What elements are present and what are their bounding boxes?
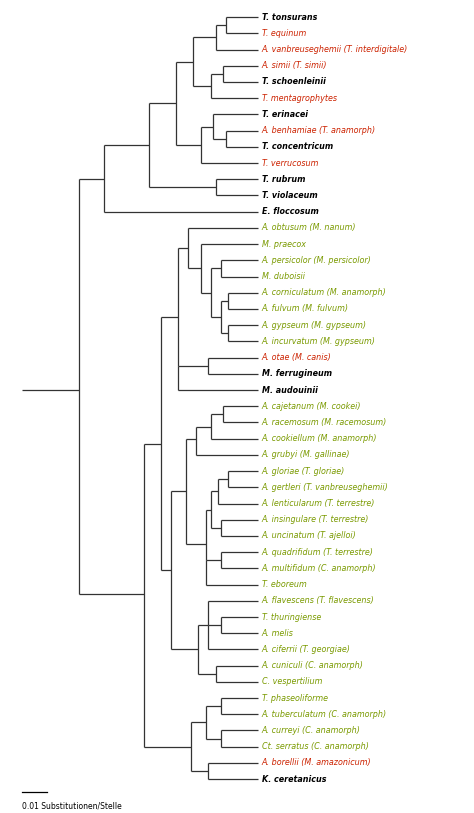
Text: A. simii (T. simii): A. simii (T. simii)	[262, 61, 328, 70]
Text: M. ferrugineum: M. ferrugineum	[262, 369, 332, 378]
Text: A. vanbreuseghemii (T. interdigitale): A. vanbreuseghemii (T. interdigitale)	[262, 45, 408, 54]
Text: A. melis: A. melis	[262, 628, 294, 637]
Text: A. insingulare (T. terrestre): A. insingulare (T. terrestre)	[262, 515, 369, 524]
Text: A. tuberculatum (C. anamorph): A. tuberculatum (C. anamorph)	[262, 710, 387, 719]
Text: T. thuringiense: T. thuringiense	[262, 612, 321, 621]
Text: T. eboreum: T. eboreum	[262, 580, 307, 589]
Text: T. schoenleinii: T. schoenleinii	[262, 77, 326, 86]
Text: T. verrucosum: T. verrucosum	[262, 159, 318, 167]
Text: C. vespertilium: C. vespertilium	[262, 677, 322, 686]
Text: A. corniculatum (M. anamorph): A. corniculatum (M. anamorph)	[262, 289, 387, 298]
Text: A. obtusum (M. nanum): A. obtusum (M. nanum)	[262, 224, 356, 233]
Text: T. phaseoliforme: T. phaseoliforme	[262, 693, 328, 702]
Text: A. flavescens (T. flavescens): A. flavescens (T. flavescens)	[262, 596, 374, 606]
Text: A. cuniculi (C. anamorph): A. cuniculi (C. anamorph)	[262, 661, 364, 670]
Text: T. violaceum: T. violaceum	[262, 191, 318, 200]
Text: K. ceretanicus: K. ceretanicus	[262, 775, 327, 784]
Text: A. cajetanum (M. cookei): A. cajetanum (M. cookei)	[262, 402, 361, 411]
Text: A. quadrifidum (T. terrestre): A. quadrifidum (T. terrestre)	[262, 548, 374, 557]
Text: A. borellii (M. amazonicum): A. borellii (M. amazonicum)	[262, 759, 372, 767]
Text: T. equinum: T. equinum	[262, 28, 306, 38]
Text: T. tonsurans: T. tonsurans	[262, 13, 317, 22]
Text: A. persicolor (M. persicolor): A. persicolor (M. persicolor)	[262, 256, 372, 265]
Text: A. multifidum (C. anamorph): A. multifidum (C. anamorph)	[262, 564, 376, 573]
Text: A. cookiellum (M. anamorph): A. cookiellum (M. anamorph)	[262, 434, 377, 443]
Text: A. gloriae (T. gloriae): A. gloriae (T. gloriae)	[262, 467, 345, 476]
Text: T. mentagrophytes: T. mentagrophytes	[262, 93, 337, 102]
Text: A. grubyi (M. gallinae): A. grubyi (M. gallinae)	[262, 450, 350, 459]
Text: A. racemosum (M. racemosum): A. racemosum (M. racemosum)	[262, 418, 387, 427]
Text: A. benhamiae (T. anamorph): A. benhamiae (T. anamorph)	[262, 126, 376, 135]
Text: A. uncinatum (T. ajelloi): A. uncinatum (T. ajelloi)	[262, 532, 356, 541]
Text: M. praecox: M. praecox	[262, 240, 306, 249]
Text: E. floccosum: E. floccosum	[262, 207, 319, 216]
Text: A. lenticularum (T. terrestre): A. lenticularum (T. terrestre)	[262, 499, 375, 508]
Text: T. rubrum: T. rubrum	[262, 175, 305, 184]
Text: A. gertleri (T. vanbreuseghemii): A. gertleri (T. vanbreuseghemii)	[262, 483, 389, 492]
Text: Ct. serratus (C. anamorph): Ct. serratus (C. anamorph)	[262, 742, 369, 751]
Text: A. ciferrii (T. georgiae): A. ciferrii (T. georgiae)	[262, 645, 351, 654]
Text: A. fulvum (M. fulvum): A. fulvum (M. fulvum)	[262, 304, 349, 314]
Text: A. otae (M. canis): A. otae (M. canis)	[262, 353, 332, 362]
Text: M. audouinii: M. audouinii	[262, 385, 318, 394]
Text: M. duboisii: M. duboisii	[262, 272, 305, 281]
Text: 0.01 Substitutionen/Stelle: 0.01 Substitutionen/Stelle	[22, 801, 121, 810]
Text: A. gypseum (M. gypseum): A. gypseum (M. gypseum)	[262, 320, 367, 330]
Text: A. incurvatum (M. gypseum): A. incurvatum (M. gypseum)	[262, 337, 376, 346]
Text: T. concentricum: T. concentricum	[262, 142, 333, 151]
Text: A. curreyi (C. anamorph): A. curreyi (C. anamorph)	[262, 726, 361, 735]
Text: T. erinacei: T. erinacei	[262, 110, 308, 119]
